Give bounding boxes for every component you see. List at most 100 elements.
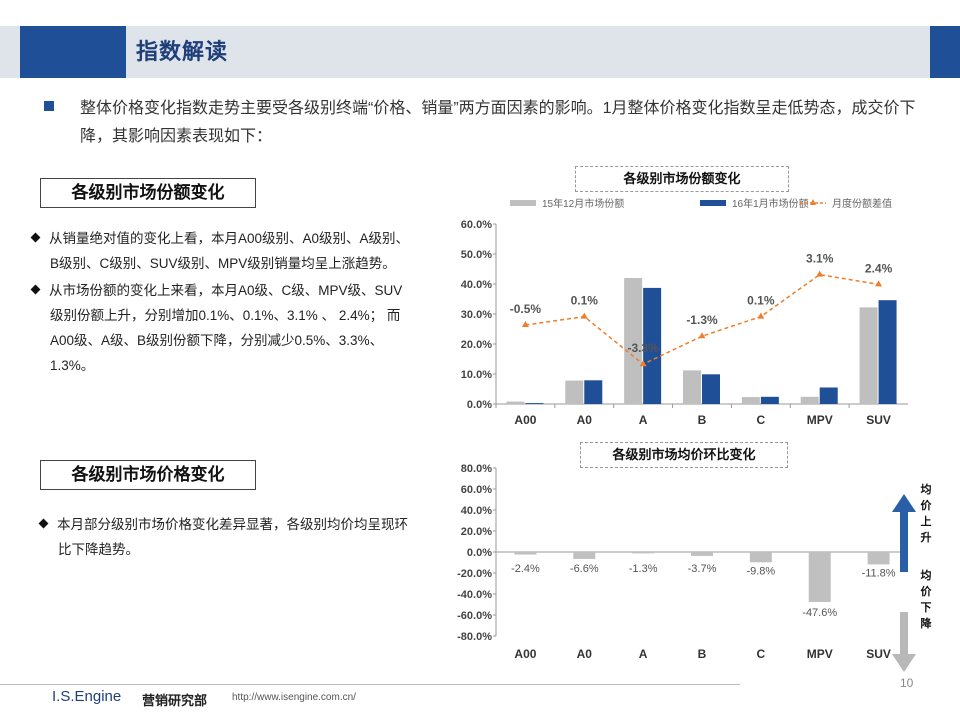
line-point bbox=[580, 312, 588, 319]
x-tick-label: MPV bbox=[807, 647, 833, 661]
bar bbox=[741, 397, 760, 404]
bar bbox=[525, 403, 544, 404]
x-tick-label: A00 bbox=[514, 413, 536, 427]
chart-title-price: 各级别市场均价环比变化 bbox=[580, 442, 788, 468]
y-tick-label: -80.0% bbox=[457, 631, 492, 643]
data-label: 3.1% bbox=[806, 252, 834, 266]
bar bbox=[632, 552, 655, 554]
bar bbox=[624, 278, 643, 404]
legend-marker bbox=[810, 199, 816, 205]
footer-divider bbox=[0, 684, 740, 685]
diamond-bullet-icon bbox=[30, 284, 41, 295]
bar bbox=[565, 380, 584, 404]
bar bbox=[878, 300, 897, 404]
y-tick-label: 50.0% bbox=[461, 249, 492, 261]
y-tick-label: -60.0% bbox=[457, 610, 492, 622]
legend-label: 16年1月市场份额 bbox=[732, 197, 809, 210]
data-label: -11.8% bbox=[862, 567, 896, 579]
bar bbox=[867, 552, 890, 565]
header-accent-left bbox=[20, 26, 126, 78]
price-chart: 80.0% 60.0% 40.0% 20.0% 0.0% -20.0% -40.0% -60.… bbox=[457, 463, 908, 661]
share-chart: 15年12月市场份额 16年1月市场份额 月度份额差值 0.0% 10.0% 20.0% 3… bbox=[461, 197, 908, 427]
data-label: -9.8% bbox=[746, 565, 775, 577]
bar bbox=[691, 552, 713, 556]
bar bbox=[683, 370, 701, 404]
legend-swatch bbox=[700, 200, 726, 206]
legend-label: 月度份额差值 bbox=[832, 197, 892, 210]
x-tick-label: B bbox=[698, 647, 707, 661]
bar bbox=[573, 552, 596, 559]
bar bbox=[643, 287, 662, 404]
line-point bbox=[521, 321, 529, 327]
bar bbox=[819, 387, 838, 404]
section-title-price: 各级别市场价格变化 bbox=[40, 460, 256, 490]
bar bbox=[514, 552, 537, 555]
data-label: 2.4% bbox=[865, 261, 893, 275]
x-tick-label: A0 bbox=[577, 647, 593, 661]
x-tick-label: A0 bbox=[577, 413, 593, 427]
data-label: 0.1% bbox=[747, 294, 775, 308]
list-item: 本月部分级别市场价格变化差异显著，各级别均价均呈现环比下降趋势。 bbox=[38, 512, 412, 562]
y-tick-label: -20.0% bbox=[457, 568, 492, 580]
data-label: -3.3% bbox=[627, 341, 659, 355]
data-label: -2.4% bbox=[511, 563, 540, 575]
y-tick-label: 20.0% bbox=[461, 339, 492, 351]
list-item: 从市场份额的变化上来看，本月A0级、C级、MPV级、SUV级别份额上升，分别增加… bbox=[30, 278, 412, 378]
y-tick-label: 0.0% bbox=[467, 547, 492, 559]
bar bbox=[584, 380, 603, 404]
header-bar bbox=[0, 26, 960, 78]
bar bbox=[859, 307, 878, 404]
page-number: 10 bbox=[900, 676, 914, 690]
bar bbox=[760, 396, 779, 404]
annotation-price-up: 均价上升 bbox=[920, 484, 932, 544]
data-label: 0.1% bbox=[571, 294, 599, 308]
y-tick-label: 40.0% bbox=[461, 505, 492, 517]
y-tick-label: -40.0% bbox=[457, 589, 492, 601]
y-tick-label: 60.0% bbox=[461, 219, 492, 231]
data-label: -6.6% bbox=[570, 563, 599, 575]
data-label: -1.3% bbox=[686, 313, 718, 327]
x-tick-label: C bbox=[757, 647, 766, 661]
data-label: -47.6% bbox=[802, 607, 837, 619]
line-point bbox=[757, 312, 765, 319]
x-tick-label: A00 bbox=[514, 647, 536, 661]
line-point bbox=[816, 270, 824, 277]
price-chart-plot: 80.0% 60.0% 40.0% 20.0% 0.0% -20.0% -40.0% -60.… bbox=[457, 463, 908, 661]
x-tick-label: MPV bbox=[807, 413, 833, 427]
diamond-bullet-icon bbox=[38, 518, 49, 529]
data-label: -0.5% bbox=[510, 302, 542, 316]
bar bbox=[808, 552, 831, 602]
data-label: -3.7% bbox=[688, 563, 717, 575]
footer-brand: I.S.Engine bbox=[52, 688, 122, 705]
y-tick-label: 40.0% bbox=[461, 279, 492, 291]
annotation-price-down: 均价下降 bbox=[920, 570, 932, 630]
price-bullet-list: 本月部分级别市场价格变化差异显著，各级别均价均呈现环比下降趋势。 bbox=[38, 512, 412, 562]
x-tick-label: C bbox=[757, 413, 766, 427]
page-title: 指数解读 bbox=[136, 39, 229, 64]
bar bbox=[749, 552, 772, 563]
chart-title-share: 各级别市场份额变化 bbox=[575, 166, 789, 192]
x-tick-label: SUV bbox=[866, 413, 891, 427]
list-item: 从销量绝对值的变化上看，本月A00级别、A0级别、A级别、B级别、C级别、SUV… bbox=[30, 226, 412, 276]
header-accent-right bbox=[930, 26, 960, 78]
square-bullet-icon bbox=[44, 101, 54, 111]
section-title-share: 各级别市场份额变化 bbox=[40, 178, 256, 208]
line-point bbox=[639, 360, 647, 367]
bar bbox=[800, 396, 819, 404]
y-tick-label: 30.0% bbox=[461, 309, 492, 321]
legend-swatch bbox=[510, 200, 536, 206]
legend-label: 15年12月市场份额 bbox=[542, 197, 624, 210]
share-bullet-list: 从销量绝对值的变化上看，本月A00级别、A0级别、A级别、B级别、C级别、SUV… bbox=[30, 226, 412, 378]
y-tick-label: 0.0% bbox=[467, 399, 492, 411]
x-tick-label: A bbox=[639, 413, 648, 427]
bar bbox=[702, 374, 720, 404]
footer-url[interactable]: http://www.isengine.com.cn/ bbox=[232, 692, 356, 703]
y-tick-label: 10.0% bbox=[461, 369, 492, 381]
line-point bbox=[698, 332, 706, 339]
diamond-bullet-icon bbox=[30, 232, 41, 243]
x-tick-label: B bbox=[698, 413, 707, 427]
y-tick-label: 80.0% bbox=[461, 463, 492, 475]
y-tick-label: 60.0% bbox=[461, 484, 492, 496]
line-point bbox=[875, 280, 883, 287]
footer-dept: 营销研究部 bbox=[142, 693, 208, 708]
